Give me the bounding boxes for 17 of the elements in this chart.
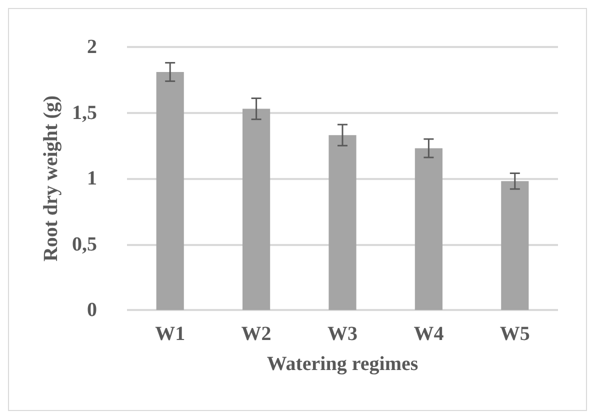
x-axis-title: Watering regimes — [266, 353, 418, 375]
x-tick-label: W3 — [328, 323, 358, 345]
x-tick-label: W1 — [155, 323, 186, 345]
y-tick-label: 2 — [87, 36, 97, 58]
x-tick-label: W4 — [414, 323, 444, 345]
y-tick-label: 0,5 — [72, 233, 97, 256]
bar — [156, 72, 184, 310]
bar — [242, 108, 270, 310]
x-tick-label: W5 — [500, 323, 530, 345]
y-tick-label: 1 — [87, 168, 97, 190]
y-tick-label: 1,5 — [72, 102, 97, 124]
bar — [414, 148, 442, 310]
bar — [328, 135, 356, 310]
x-tick-label: W2 — [241, 323, 272, 345]
y-axis-title: Root dry weight (g) — [40, 95, 62, 262]
y-tick-label: 0 — [87, 299, 97, 321]
bar — [501, 181, 529, 310]
